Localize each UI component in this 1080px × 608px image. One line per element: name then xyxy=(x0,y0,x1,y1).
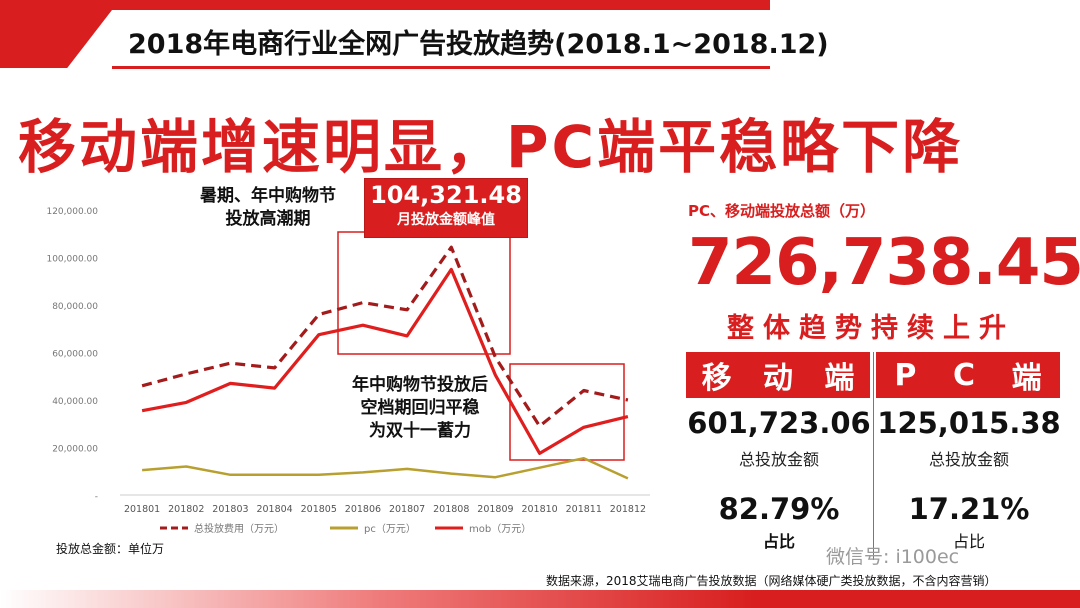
pc-header-char: P xyxy=(894,357,917,393)
x-tick-label: 201803 xyxy=(212,504,248,515)
annotation-line: 空档期回归平稳 xyxy=(360,398,480,418)
legend-label: pc（万元） xyxy=(364,523,416,535)
annotation-line: 暑期、年中购物节 xyxy=(200,186,336,206)
pc-share-value: 17.21% xyxy=(908,492,1030,526)
bottom-accent-stripe xyxy=(0,590,1080,608)
x-tick-label: 201811 xyxy=(566,504,602,515)
mobile-header-char: 移 xyxy=(701,361,732,396)
series-line xyxy=(141,456,629,480)
chart-y-axis: - 20,000.00 40,000.00 60,000.00 80,000.00 100… xyxy=(46,207,650,502)
annotation-line: 为双十一蓄力 xyxy=(369,421,471,441)
x-tick-label: 201810 xyxy=(521,504,557,515)
x-tick-label: 201801 xyxy=(124,504,160,515)
peak-value-label: 月投放金额峰值 xyxy=(397,212,495,228)
x-tick-label: 201802 xyxy=(168,504,204,515)
series-line xyxy=(141,245,629,428)
series-line xyxy=(141,267,629,455)
y-tick-label: 100,000.00 xyxy=(46,255,98,265)
pc-header-char: 端 xyxy=(1011,361,1042,396)
x-tick-label: 201806 xyxy=(345,504,381,515)
x-tick-label: 201807 xyxy=(389,504,425,515)
pc-header-bar: P C 端 xyxy=(876,352,1060,398)
y-tick-label: - xyxy=(95,492,98,502)
pc-amount-label: 总投放金额 xyxy=(928,450,1009,469)
mobile-header-bar: 移 动 端 xyxy=(686,352,870,398)
unit-note: 投放总金额：单位万 xyxy=(56,542,165,556)
pc-header-char: C xyxy=(952,357,976,393)
y-tick-label: 80,000.00 xyxy=(52,302,98,312)
chart-x-axis: 201801 201802 201803 201804 201805 201806 2018… xyxy=(124,504,646,515)
x-tick-label: 201808 xyxy=(433,504,469,515)
legend-label: mob（万元） xyxy=(469,523,531,535)
peak-highlight-box xyxy=(337,231,511,355)
header-red-wedge xyxy=(0,10,112,68)
mobile-header-char: 端 xyxy=(824,361,855,396)
annotation-line: 投放高潮期 xyxy=(225,209,311,229)
x-tick-label: 201812 xyxy=(610,504,646,515)
mobile-share-value: 82.79% xyxy=(718,492,840,526)
header-underline xyxy=(112,66,770,69)
peak-value: 104,321.48 xyxy=(370,181,522,209)
headline: 移动端增速明显，PC端平稳略下降 xyxy=(18,113,964,181)
mobile-total-amount: 601,723.06 xyxy=(687,406,871,440)
y-tick-label: 40,000.00 xyxy=(52,397,98,407)
mobile-share-label: 占比 xyxy=(762,532,795,551)
dip-highlight-box xyxy=(509,363,625,461)
page-title: 2018年电商行业全网广告投放趋势(2018.1~2018.12) xyxy=(128,29,829,60)
x-tick-label: 201805 xyxy=(301,504,337,515)
post-festival-annotation: 年中购物节投放后 空档期回归平稳 为双十一蓄力 xyxy=(330,374,510,443)
column-divider xyxy=(873,352,874,560)
y-tick-label: 120,000.00 xyxy=(46,207,98,217)
data-source-note: 数据来源，2018艾瑞电商广告投放数据（网络媒体硬广类投放数据，不含内容营销） xyxy=(546,574,997,588)
pc-total-amount: 125,015.38 xyxy=(877,406,1061,440)
y-tick-label: 60,000.00 xyxy=(52,350,98,360)
peak-value-callout: 104,321.48 月投放金额峰值 xyxy=(364,178,528,238)
total-spend-value: 726,738.45 xyxy=(688,226,1080,300)
y-tick-label: 20,000.00 xyxy=(52,445,98,455)
mobile-header-char: 动 xyxy=(762,361,793,396)
chart-series xyxy=(141,245,629,480)
summer-peak-annotation: 暑期、年中购物节 投放高潮期 xyxy=(168,185,368,231)
x-tick-label: 201809 xyxy=(477,504,513,515)
top-accent-stripe xyxy=(0,0,770,10)
pc-share-label: 占比 xyxy=(952,532,985,551)
chart-legend: 总投放费用（万元） pc（万元） mob（万元） xyxy=(160,522,531,535)
total-spend-label: PC、移动端投放总额（万） xyxy=(688,202,876,220)
trend-statement: 整体趋势持续上升 xyxy=(727,313,1015,344)
x-tick-label: 201804 xyxy=(256,504,292,515)
legend-label: 总投放费用（万元） xyxy=(194,522,284,535)
annotation-line: 年中购物节投放后 xyxy=(352,375,488,395)
wechat-watermark: 微信号: i100ec xyxy=(826,546,960,568)
mobile-amount-label: 总投放金额 xyxy=(738,450,819,469)
ad-spend-line-chart: - 20,000.00 40,000.00 60,000.00 80,000.00 100… xyxy=(46,207,650,535)
